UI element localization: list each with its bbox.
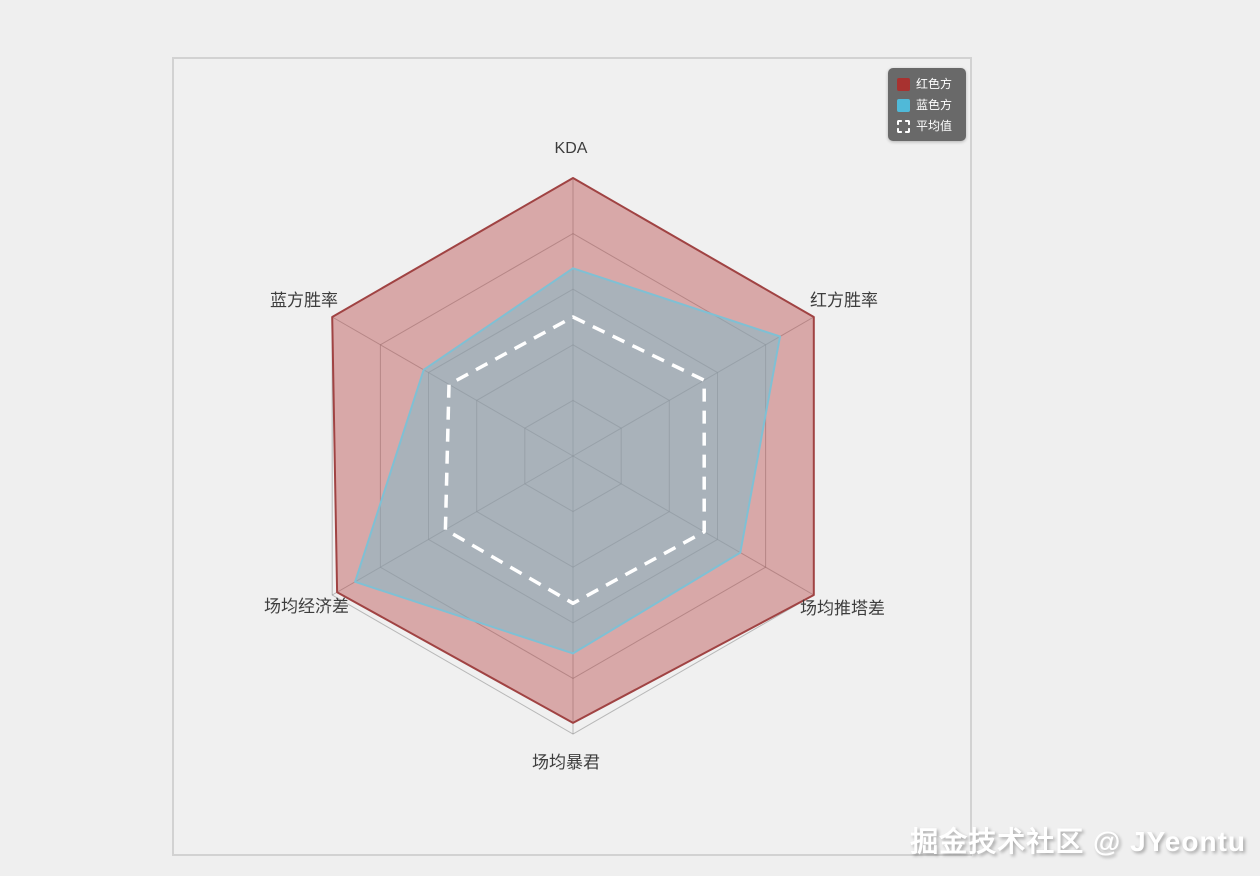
legend-label: 蓝色方 [916,98,953,112]
dashed-square-icon [897,119,910,133]
axis-label-economy-diff: 场均经济差 [264,597,349,616]
site-watermark: 掘金技术社区 @ JYeontu [910,826,1246,857]
legend-item-average[interactable]: 平均值 [897,119,957,133]
axis-label-red-winrate: 红方胜率 [810,291,878,310]
legend-item-blue-team[interactable]: 蓝色方 [897,98,957,112]
red-square-icon [897,77,910,91]
axis-label-blue-winrate: 蓝方胜率 [270,291,338,310]
legend-label: 红色方 [916,77,953,91]
blue-square-icon [897,98,910,112]
radar-chart-area: KDA 红方胜率 场均推塔差 场均暴君 场均经济差 蓝方胜率 红色方 蓝色方 平… [174,59,970,854]
axis-label-kda: KDA [554,140,588,157]
legend-item-red-team[interactable]: 红色方 [897,77,957,91]
chart-panel: KDA 红方胜率 场均推塔差 场均暴君 场均经济差 蓝方胜率 红色方 蓝色方 平… [172,57,972,856]
axis-label-tower-diff: 场均推塔差 [800,599,885,618]
radar-svg [331,177,815,735]
axis-label-tyrant: 场均暴君 [532,753,600,772]
series-polygon-平均值 [443,315,706,606]
legend-label: 平均值 [916,119,953,133]
chart-legend: 红色方 蓝色方 平均值 [888,68,966,141]
